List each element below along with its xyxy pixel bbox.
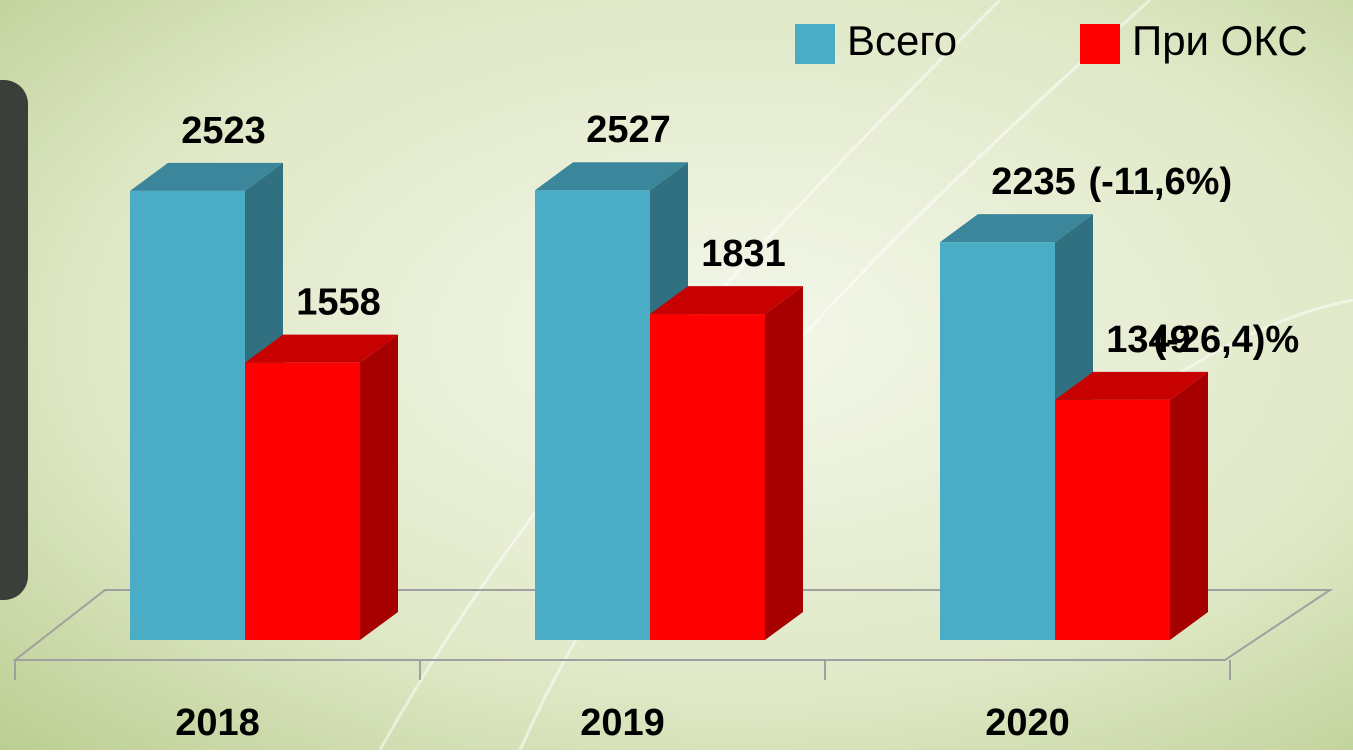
value-label: 2523 — [181, 110, 266, 152]
bar-front — [1055, 400, 1170, 640]
x-tick-label: 2019 — [580, 702, 665, 744]
value-label: 2527 — [586, 109, 671, 151]
legend-swatch — [1080, 24, 1120, 64]
x-tick-label: 2018 — [175, 702, 260, 744]
value-label: 2235 — [991, 161, 1076, 203]
value-label: 1831 — [701, 233, 786, 275]
bar-front — [940, 242, 1055, 640]
bar-side — [765, 286, 803, 640]
x-tick-label: 2020 — [985, 702, 1070, 744]
legend-label: Всего — [847, 17, 957, 64]
bar-front — [650, 314, 765, 640]
bar-front — [535, 190, 650, 640]
bar-front — [245, 363, 360, 640]
side-photo — [0, 80, 28, 600]
chart: 201820192020252325272235155818311349(-11… — [0, 0, 1353, 750]
annotation: (-11,6%) — [1089, 161, 1233, 203]
value-label: 1558 — [296, 282, 381, 324]
legend-label: При ОКС — [1132, 17, 1308, 64]
legend-swatch — [795, 24, 835, 64]
annotation: (-26,4)% — [1154, 319, 1300, 361]
bar-side — [1170, 372, 1208, 640]
page: 201820192020252325272235155818311349(-11… — [0, 0, 1353, 755]
bar-front — [130, 191, 245, 640]
bar-side — [360, 335, 398, 640]
